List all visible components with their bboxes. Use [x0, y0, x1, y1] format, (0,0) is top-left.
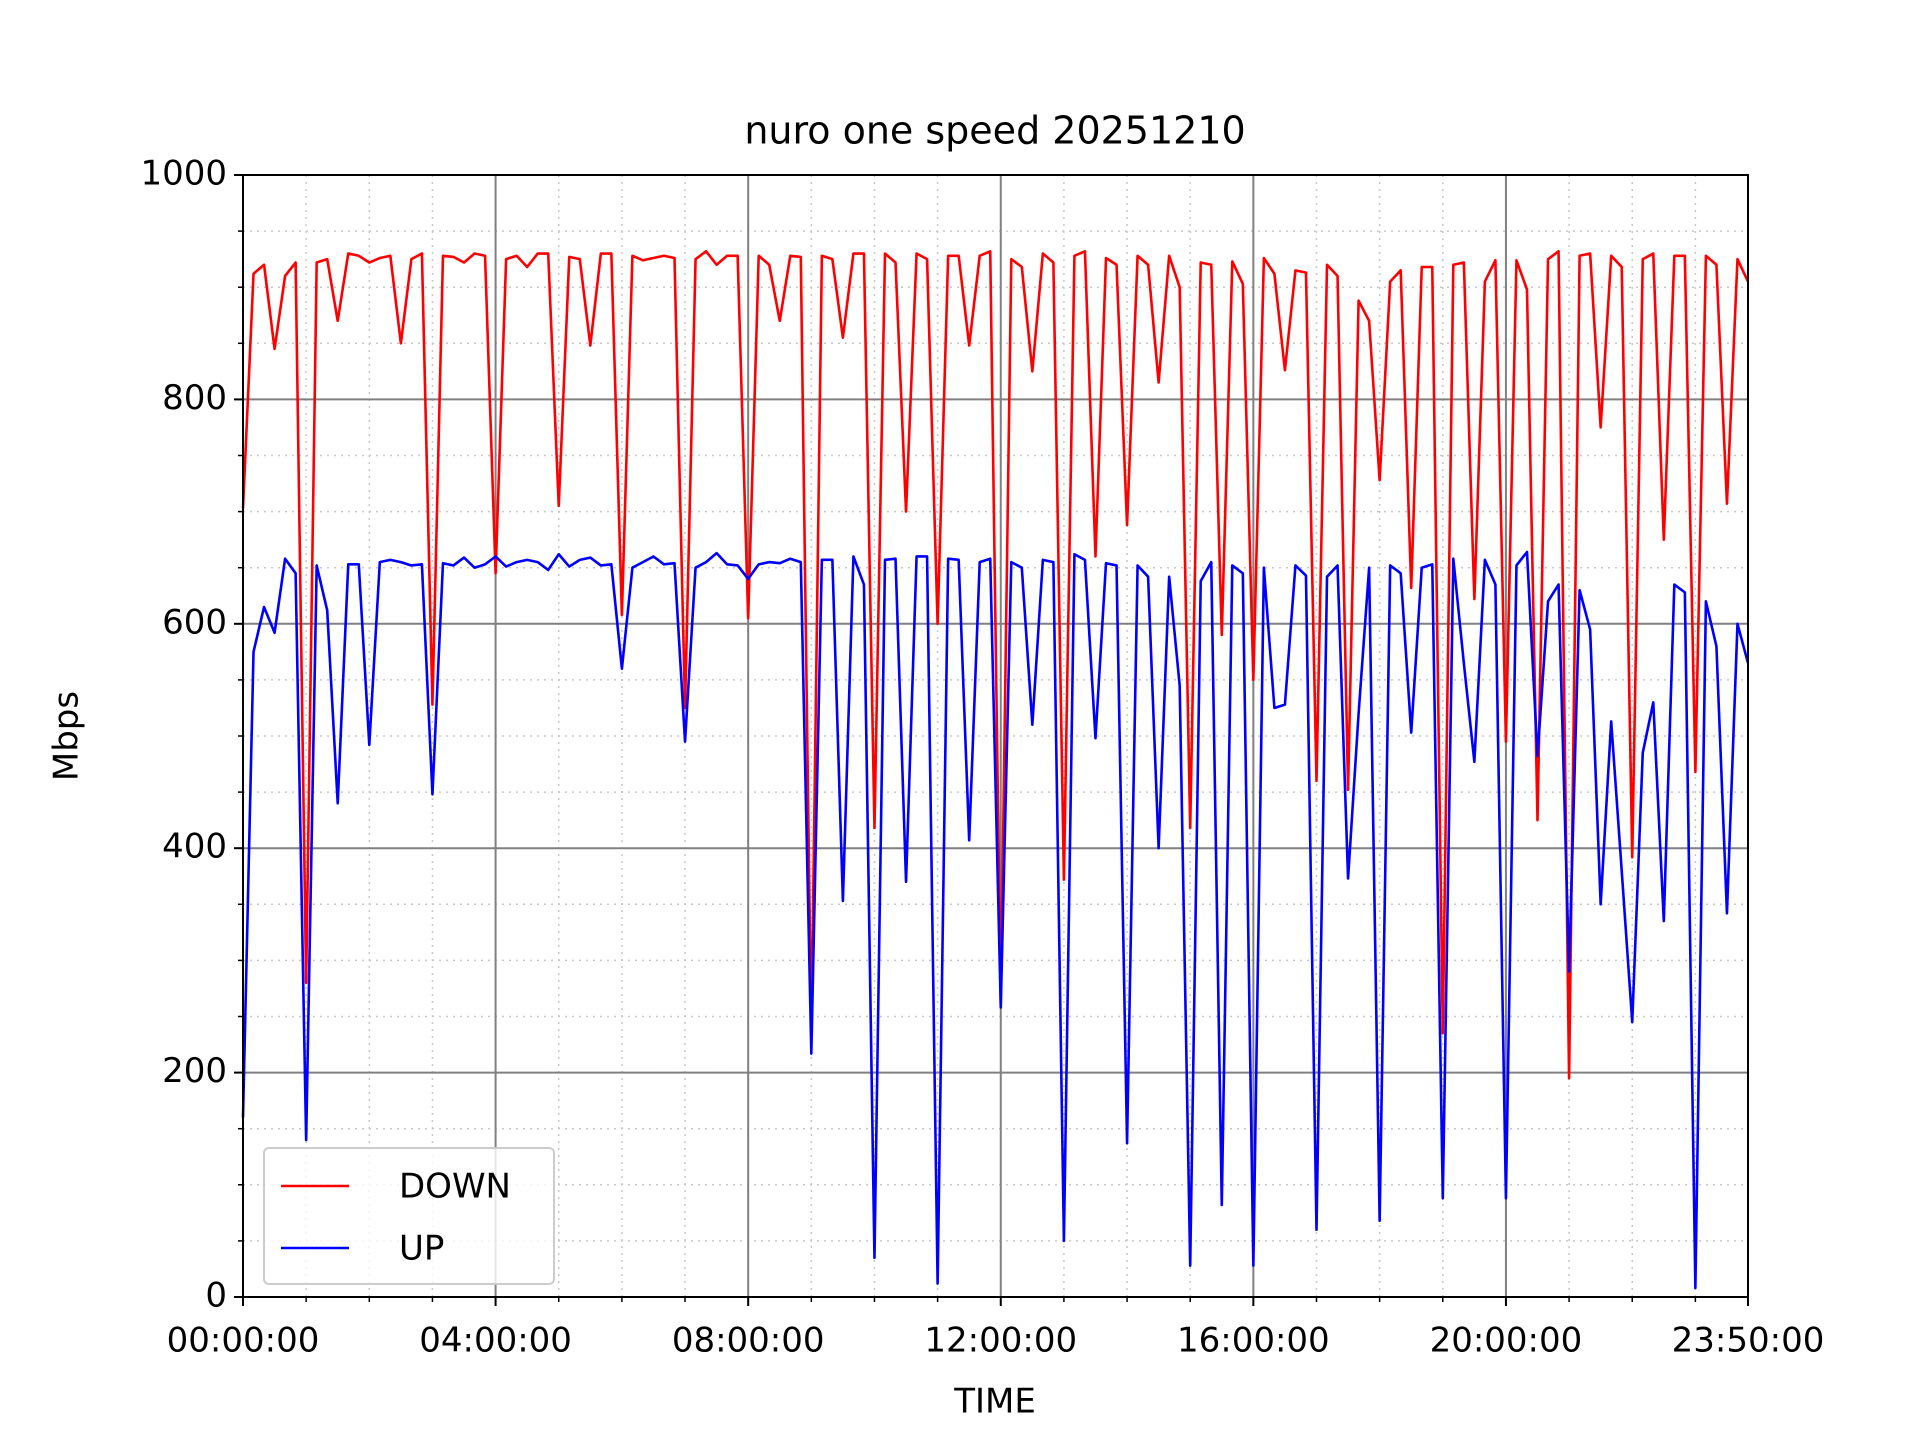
x-axis-label: TIME	[953, 1382, 1036, 1422]
y-tick-label: 200	[162, 1051, 227, 1091]
legend-label: UP	[399, 1229, 444, 1269]
y-tick-label: 800	[162, 378, 227, 418]
y-tick-label: 400	[162, 827, 227, 867]
y-axis-label: Mbps	[47, 691, 87, 781]
x-tick-label: 12:00:00	[924, 1321, 1077, 1361]
x-tick-label: 23:50:00	[1672, 1321, 1825, 1361]
axes: 0 200 400 600 800 1000 00:00:00 04:00:00 08:00:0…	[140, 154, 1824, 1361]
y-tick-label: 1000	[140, 154, 227, 194]
series-line	[241, 550, 1750, 1290]
legend: DOWN UP	[263, 1147, 555, 1285]
x-tick-label: 04:00:00	[419, 1321, 572, 1361]
x-tick-label: 16:00:00	[1177, 1321, 1330, 1361]
legend-label: DOWN	[399, 1167, 511, 1207]
y-tick-label: 0	[205, 1276, 227, 1316]
legend-box	[263, 1147, 555, 1285]
axes-frame	[242, 174, 1749, 1298]
x-tick-label: 20:00:00	[1430, 1321, 1583, 1361]
chart-title: nuro one speed 20251210	[744, 109, 1245, 153]
plot-area	[241, 249, 1750, 1290]
x-tick-label: 00:00:00	[167, 1321, 320, 1361]
y-tick-label: 600	[162, 602, 227, 642]
series-line	[241, 249, 1750, 1080]
x-tick-label: 08:00:00	[672, 1321, 825, 1361]
